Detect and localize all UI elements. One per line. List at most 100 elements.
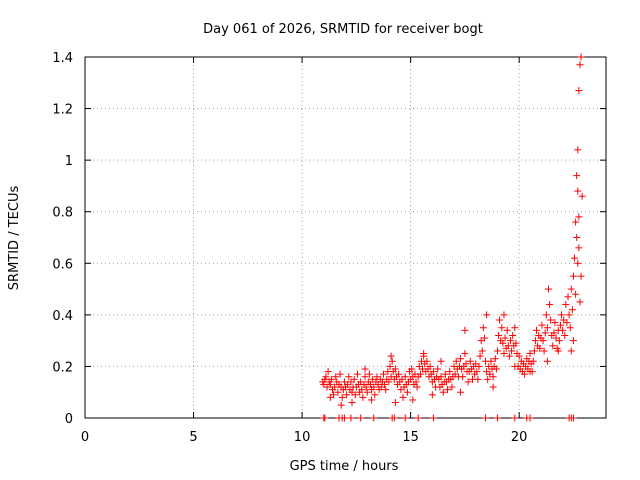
data-point: [568, 306, 576, 314]
data-point: [473, 368, 481, 376]
data-point: [546, 301, 554, 309]
data-point: [353, 370, 361, 378]
data-point: [466, 357, 474, 365]
data-point: [385, 378, 393, 386]
data-point: [573, 172, 581, 180]
data-point: [541, 329, 549, 337]
data-point: [531, 337, 539, 345]
data-point: [575, 87, 583, 95]
data-point: [569, 337, 577, 345]
data-point: [474, 375, 482, 383]
data-point: [567, 285, 575, 293]
data-point: [543, 324, 551, 332]
data-point: [559, 326, 567, 334]
data-point: [448, 383, 456, 391]
data-point: [359, 393, 367, 401]
y-tick-label: 1: [65, 154, 73, 169]
x-tick-label: 10: [294, 430, 311, 445]
data-point: [420, 350, 428, 358]
data-point: [387, 352, 395, 360]
data-point: [363, 388, 371, 396]
data-point: [515, 352, 523, 360]
data-point: [483, 311, 491, 319]
data-point: [361, 373, 369, 381]
data-point: [464, 378, 472, 386]
data-point: [547, 316, 555, 324]
data-point: [572, 218, 580, 226]
y-axis-label: SRMTID / TECUs: [7, 186, 22, 291]
data-point: [484, 375, 492, 383]
data-point: [321, 414, 329, 422]
data-point: [564, 293, 572, 301]
data-point: [429, 368, 437, 376]
data-point: [350, 375, 358, 383]
data-point: [496, 316, 504, 324]
data-point: [434, 365, 442, 373]
data-point: [577, 53, 585, 61]
data-point: [511, 362, 519, 370]
data-point: [575, 213, 583, 221]
data-point: [498, 324, 506, 332]
x-axis-label: GPS time / hours: [290, 459, 399, 474]
data-point: [408, 365, 416, 373]
data-point: [391, 365, 399, 373]
data-point: [357, 414, 365, 422]
data-points: [319, 53, 586, 422]
data-point: [388, 357, 396, 365]
data-point: [358, 386, 366, 394]
data-point: [526, 350, 534, 358]
data-point: [338, 393, 346, 401]
data-point: [512, 339, 520, 347]
data-point: [572, 290, 580, 298]
data-point: [324, 368, 332, 376]
x-tick-label: 5: [189, 430, 197, 445]
data-point: [542, 311, 550, 319]
y-tick-label: 0: [65, 412, 73, 427]
data-point: [326, 380, 334, 388]
data-point: [539, 337, 547, 345]
data-point: [409, 396, 417, 404]
data-point: [569, 272, 577, 280]
data-point: [368, 396, 376, 404]
data-point: [530, 347, 538, 355]
data-point: [413, 383, 421, 391]
data-point: [437, 357, 445, 365]
data-point: [491, 355, 499, 363]
data-point: [322, 373, 330, 381]
data-point: [457, 355, 465, 363]
y-tick-label: 0.8: [52, 206, 73, 221]
y-tick-label: 0.4: [52, 309, 73, 324]
data-point: [429, 414, 437, 422]
data-point: [444, 386, 452, 394]
data-point: [511, 324, 519, 332]
data-point: [401, 414, 409, 422]
data-point: [340, 414, 348, 422]
data-point: [563, 319, 571, 327]
data-point: [577, 272, 585, 280]
data-point: [493, 347, 501, 355]
data-point: [327, 375, 335, 383]
data-point: [501, 334, 509, 342]
data-point: [399, 393, 407, 401]
data-point: [511, 414, 519, 422]
data-point: [505, 352, 513, 360]
data-point: [334, 388, 342, 396]
data-point: [437, 373, 445, 381]
data-point: [578, 192, 586, 200]
data-point: [439, 388, 447, 396]
data-point: [361, 365, 369, 373]
data-point: [351, 391, 359, 399]
data-point: [391, 399, 399, 407]
data-point: [562, 301, 570, 309]
data-point: [544, 285, 552, 293]
data-point: [345, 373, 353, 381]
data-point: [508, 347, 516, 355]
data-point: [574, 259, 582, 267]
data-point: [482, 414, 490, 422]
data-point: [401, 373, 409, 381]
data-point: [332, 373, 340, 381]
data-point: [551, 319, 559, 327]
tick-labels: 0 5 10 15 20 0 0.2 0.4 0.6 0.8 1 1.2 1.4: [52, 51, 527, 445]
data-point: [506, 337, 514, 345]
